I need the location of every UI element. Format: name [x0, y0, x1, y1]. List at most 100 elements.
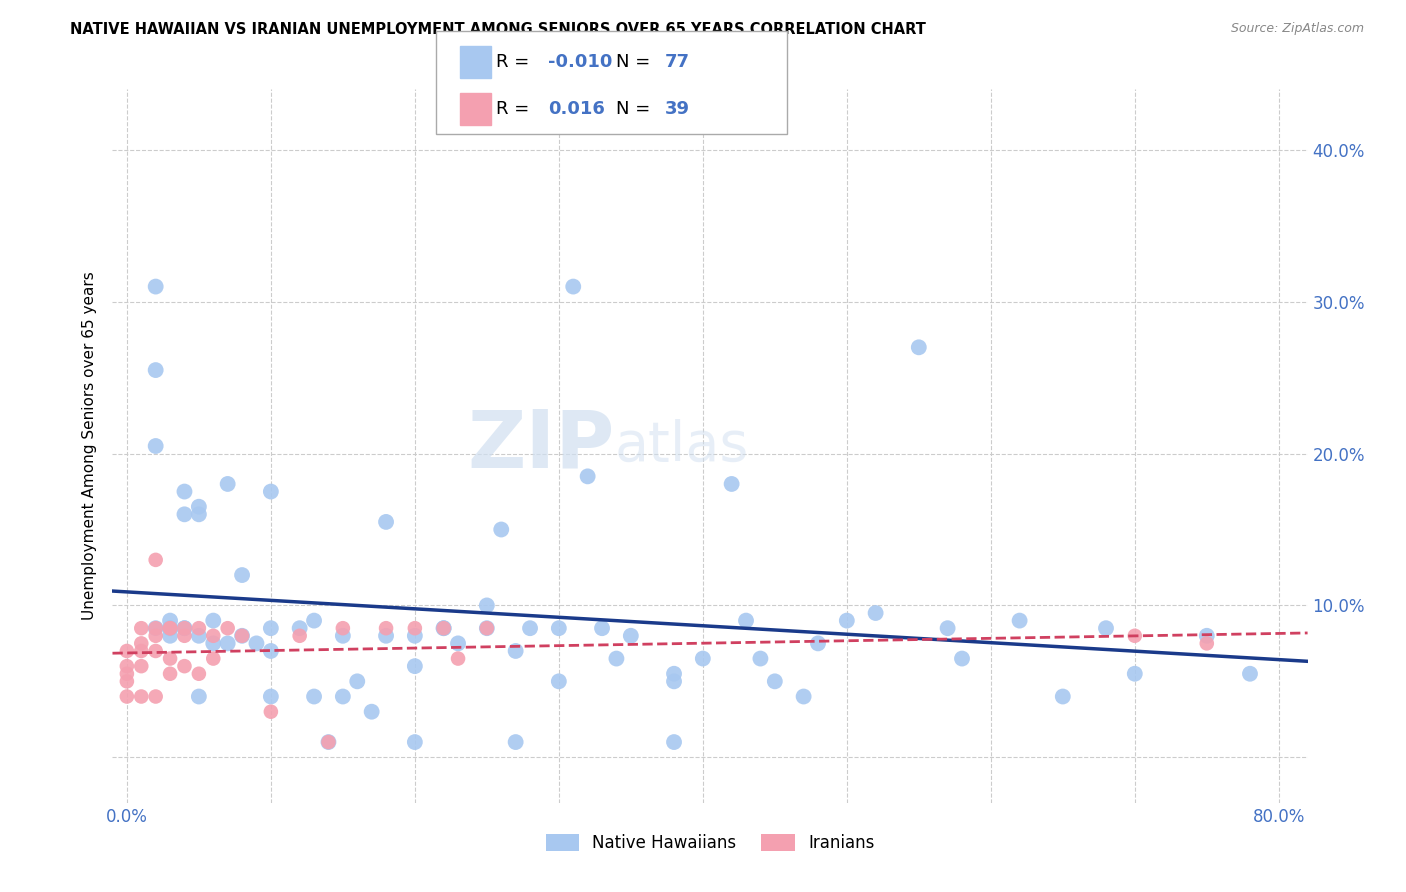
Point	[807, 636, 830, 650]
Point	[404, 659, 426, 673]
Point	[159, 621, 181, 635]
Point	[475, 621, 498, 635]
Text: ZIP: ZIP	[467, 407, 614, 485]
Point	[318, 735, 340, 749]
Point	[173, 659, 195, 673]
Point	[145, 690, 167, 704]
Point	[332, 690, 354, 704]
Point	[159, 621, 181, 635]
Point	[475, 621, 498, 635]
Point	[662, 735, 685, 749]
Point	[447, 636, 470, 650]
Point	[173, 629, 195, 643]
Text: R =: R =	[496, 100, 541, 118]
Point	[332, 621, 354, 635]
Point	[129, 636, 152, 650]
Point	[145, 553, 167, 567]
Point	[835, 614, 858, 628]
Point	[318, 735, 340, 749]
Point	[129, 644, 152, 658]
Point	[217, 621, 239, 635]
Point	[217, 636, 239, 650]
Point	[129, 621, 152, 635]
Point	[433, 621, 456, 635]
Point	[202, 614, 225, 628]
Point	[159, 621, 181, 635]
Point	[1195, 636, 1218, 650]
Text: N =: N =	[616, 53, 655, 70]
Point	[159, 666, 181, 681]
Point	[346, 674, 368, 689]
Point	[145, 629, 167, 643]
Point	[692, 651, 714, 665]
Y-axis label: Unemployment Among Seniors over 65 years: Unemployment Among Seniors over 65 years	[82, 272, 97, 620]
Point	[302, 690, 325, 704]
Point	[288, 621, 311, 635]
Point	[591, 621, 613, 635]
Point	[173, 508, 195, 522]
Point	[202, 629, 225, 643]
Point	[202, 636, 225, 650]
Point	[375, 621, 398, 635]
Text: 0.016: 0.016	[548, 100, 605, 118]
Point	[173, 621, 195, 635]
Point	[187, 629, 209, 643]
Point	[519, 621, 541, 635]
Point	[115, 659, 138, 673]
Point	[475, 599, 498, 613]
Point	[360, 705, 382, 719]
Point	[260, 621, 283, 635]
Point	[260, 484, 283, 499]
Point	[129, 659, 152, 673]
Point	[115, 674, 138, 689]
Point	[1123, 629, 1146, 643]
Point	[202, 651, 225, 665]
Point	[404, 621, 426, 635]
Text: 77: 77	[665, 53, 690, 70]
Point	[375, 515, 398, 529]
Point	[260, 690, 283, 704]
Point	[173, 484, 195, 499]
Point	[562, 279, 585, 293]
Point	[145, 279, 167, 293]
Point	[159, 621, 181, 635]
Point	[447, 651, 470, 665]
Point	[793, 690, 815, 704]
Point	[173, 621, 195, 635]
Point	[187, 508, 209, 522]
Point	[159, 629, 181, 643]
Point	[288, 629, 311, 643]
Text: N =: N =	[616, 100, 655, 118]
Text: NATIVE HAWAIIAN VS IRANIAN UNEMPLOYMENT AMONG SENIORS OVER 65 YEARS CORRELATION : NATIVE HAWAIIAN VS IRANIAN UNEMPLOYMENT …	[70, 22, 927, 37]
Point	[547, 621, 569, 635]
Point	[145, 621, 167, 635]
Point	[505, 644, 527, 658]
Point	[749, 651, 772, 665]
Point	[576, 469, 599, 483]
Point	[1095, 621, 1118, 635]
Legend: Native Hawaiians, Iranians: Native Hawaiians, Iranians	[538, 827, 882, 859]
Point	[173, 621, 195, 635]
Point	[865, 606, 887, 620]
Point	[735, 614, 758, 628]
Point	[187, 690, 209, 704]
Point	[115, 666, 138, 681]
Text: 39: 39	[665, 100, 690, 118]
Point	[491, 523, 513, 537]
Point	[433, 621, 456, 635]
Point	[1052, 690, 1074, 704]
Point	[950, 651, 973, 665]
Point	[505, 735, 527, 749]
Point	[145, 621, 167, 635]
Point	[145, 363, 167, 377]
Point	[763, 674, 786, 689]
Point	[187, 500, 209, 514]
Point	[1123, 666, 1146, 681]
Point	[260, 644, 283, 658]
Point	[720, 477, 742, 491]
Point	[159, 651, 181, 665]
Text: atlas: atlas	[614, 419, 749, 473]
Text: -0.010: -0.010	[548, 53, 613, 70]
Point	[260, 705, 283, 719]
Text: Source: ZipAtlas.com: Source: ZipAtlas.com	[1230, 22, 1364, 36]
